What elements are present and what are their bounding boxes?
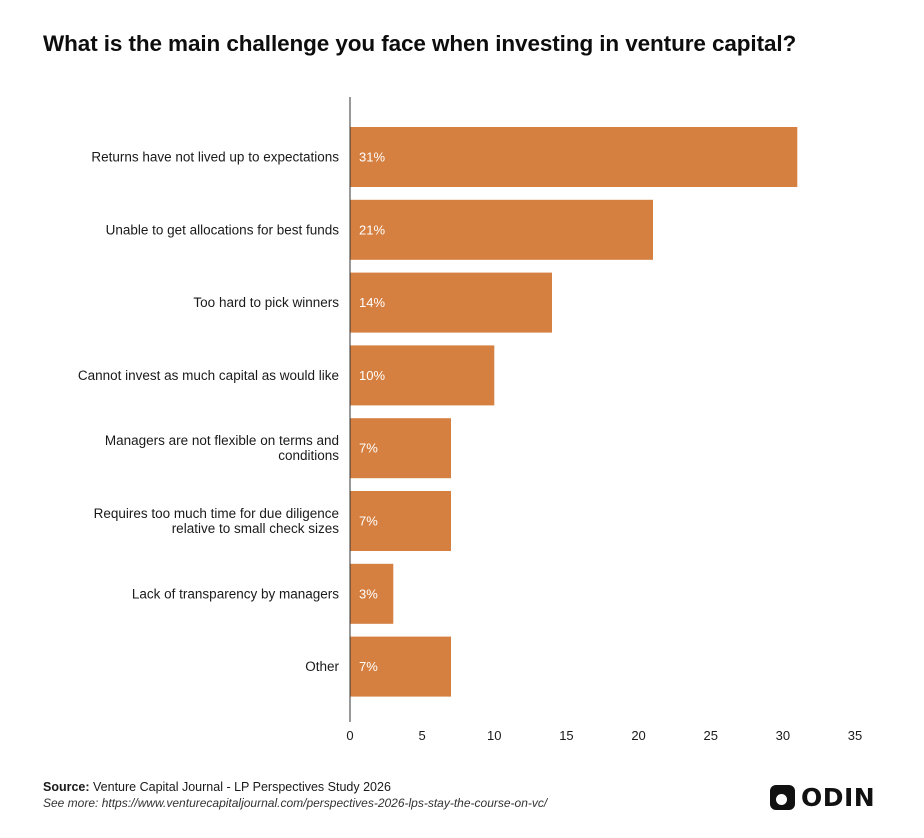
logo-text: ODIN — [801, 782, 876, 812]
bars-layer: 31% 21% 14% 10% 7% 7% 3% 7% — [350, 127, 798, 697]
x-tick-label: 35 — [848, 728, 862, 743]
bar-value-label: 3% — [359, 586, 378, 601]
bar-3 — [350, 272, 552, 333]
category-label: Lack of transparency by managers — [132, 586, 339, 601]
category-label: Managers are not flexible on terms and — [105, 433, 339, 448]
category-label: Returns have not lived up to expectation… — [91, 150, 339, 165]
bar-value-label: 21% — [359, 222, 385, 237]
bar-6 — [350, 491, 451, 551]
source-text: Venture Capital Journal - LP Perspective… — [93, 780, 391, 794]
bar-2 — [350, 199, 653, 260]
bar-value-label: 31% — [359, 150, 385, 165]
x-axis-ticks: 0 5 10 15 20 25 30 35 — [346, 728, 862, 743]
bar-value-label: 14% — [359, 295, 385, 310]
bar-5 — [350, 418, 451, 479]
bar-value-label: 7% — [359, 514, 378, 529]
x-tick-label: 20 — [631, 728, 645, 743]
category-label: conditions — [278, 448, 339, 463]
source-label: Source: — [43, 780, 90, 794]
category-label: Other — [305, 659, 339, 674]
x-tick-label: 25 — [703, 728, 717, 743]
category-label: Cannot invest as much capital as would l… — [78, 368, 339, 383]
bar-7 — [350, 563, 394, 624]
x-tick-label: 5 — [419, 728, 426, 743]
chart-title: What is the main challenge you face when… — [43, 31, 797, 56]
x-tick-label: 15 — [559, 728, 573, 743]
odin-logo-icon — [770, 784, 795, 810]
bar-value-label: 10% — [359, 368, 385, 383]
bar-value-label: 7% — [359, 441, 378, 456]
source-note: Source: Venture Capital Journal - LP Per… — [43, 780, 391, 794]
x-tick-label: 10 — [487, 728, 501, 743]
bar-8 — [350, 636, 451, 697]
bar-value-label: 7% — [359, 659, 378, 674]
bar-chart: 31% 21% 14% 10% 7% 7% 3% 7% Returns have not li… — [78, 97, 862, 743]
bar-4 — [350, 345, 495, 406]
category-label: Requires too much time for due diligence — [94, 506, 339, 521]
x-tick-label: 0 — [346, 728, 353, 743]
category-label: Too hard to pick winners — [193, 295, 339, 310]
bar-1 — [350, 127, 798, 187]
category-label: relative to small check sizes — [172, 521, 340, 536]
category-labels: Returns have not lived up to expectation… — [78, 150, 340, 675]
odin-logo: ODIN — [770, 782, 876, 812]
category-label: Unable to get allocations for best funds — [106, 222, 340, 237]
x-tick-label: 30 — [776, 728, 790, 743]
see-more-link[interactable]: See more: https://www.venturecapitaljour… — [43, 796, 548, 810]
